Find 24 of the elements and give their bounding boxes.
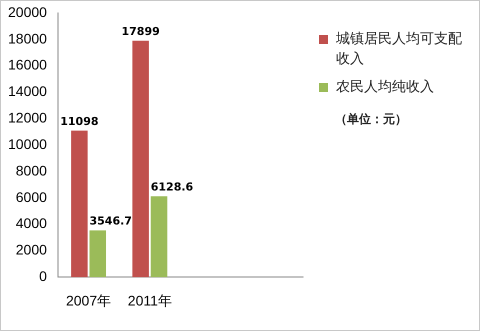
text: （单位：元）: [335, 111, 408, 128]
y-tick-label: 4000: [16, 215, 48, 232]
y-tick-label: 2000: [16, 242, 48, 258]
y-tick-label: 18000: [8, 30, 48, 46]
y-tick-label: 12000: [8, 110, 48, 126]
y-tick-label: 8000: [16, 162, 48, 178]
legend-label: 城镇居民人均可支配收入: [336, 30, 463, 69]
bar: [71, 130, 88, 278]
legend-label: 农民人均纯收入: [336, 78, 434, 97]
y-tick-label: 16000: [8, 56, 48, 73]
x-tick-label: 2007年: [66, 292, 112, 308]
y-tick-label: 20000: [8, 4, 48, 20]
y-tick-label: 10000: [8, 136, 48, 152]
y-tick-label: 14000: [8, 83, 48, 100]
bar: [89, 230, 106, 278]
data-label: 17899: [122, 25, 160, 38]
y-tick-label: 6000: [16, 188, 48, 205]
data-label: 3546.7: [89, 214, 132, 228]
data-label: 6128.6: [150, 180, 194, 194]
data-label: 11098: [60, 114, 99, 128]
y-tick-label: 0: [39, 268, 48, 284]
x-tick-label: 2011年: [128, 292, 172, 308]
bar: [150, 196, 168, 278]
bar: [132, 40, 149, 278]
